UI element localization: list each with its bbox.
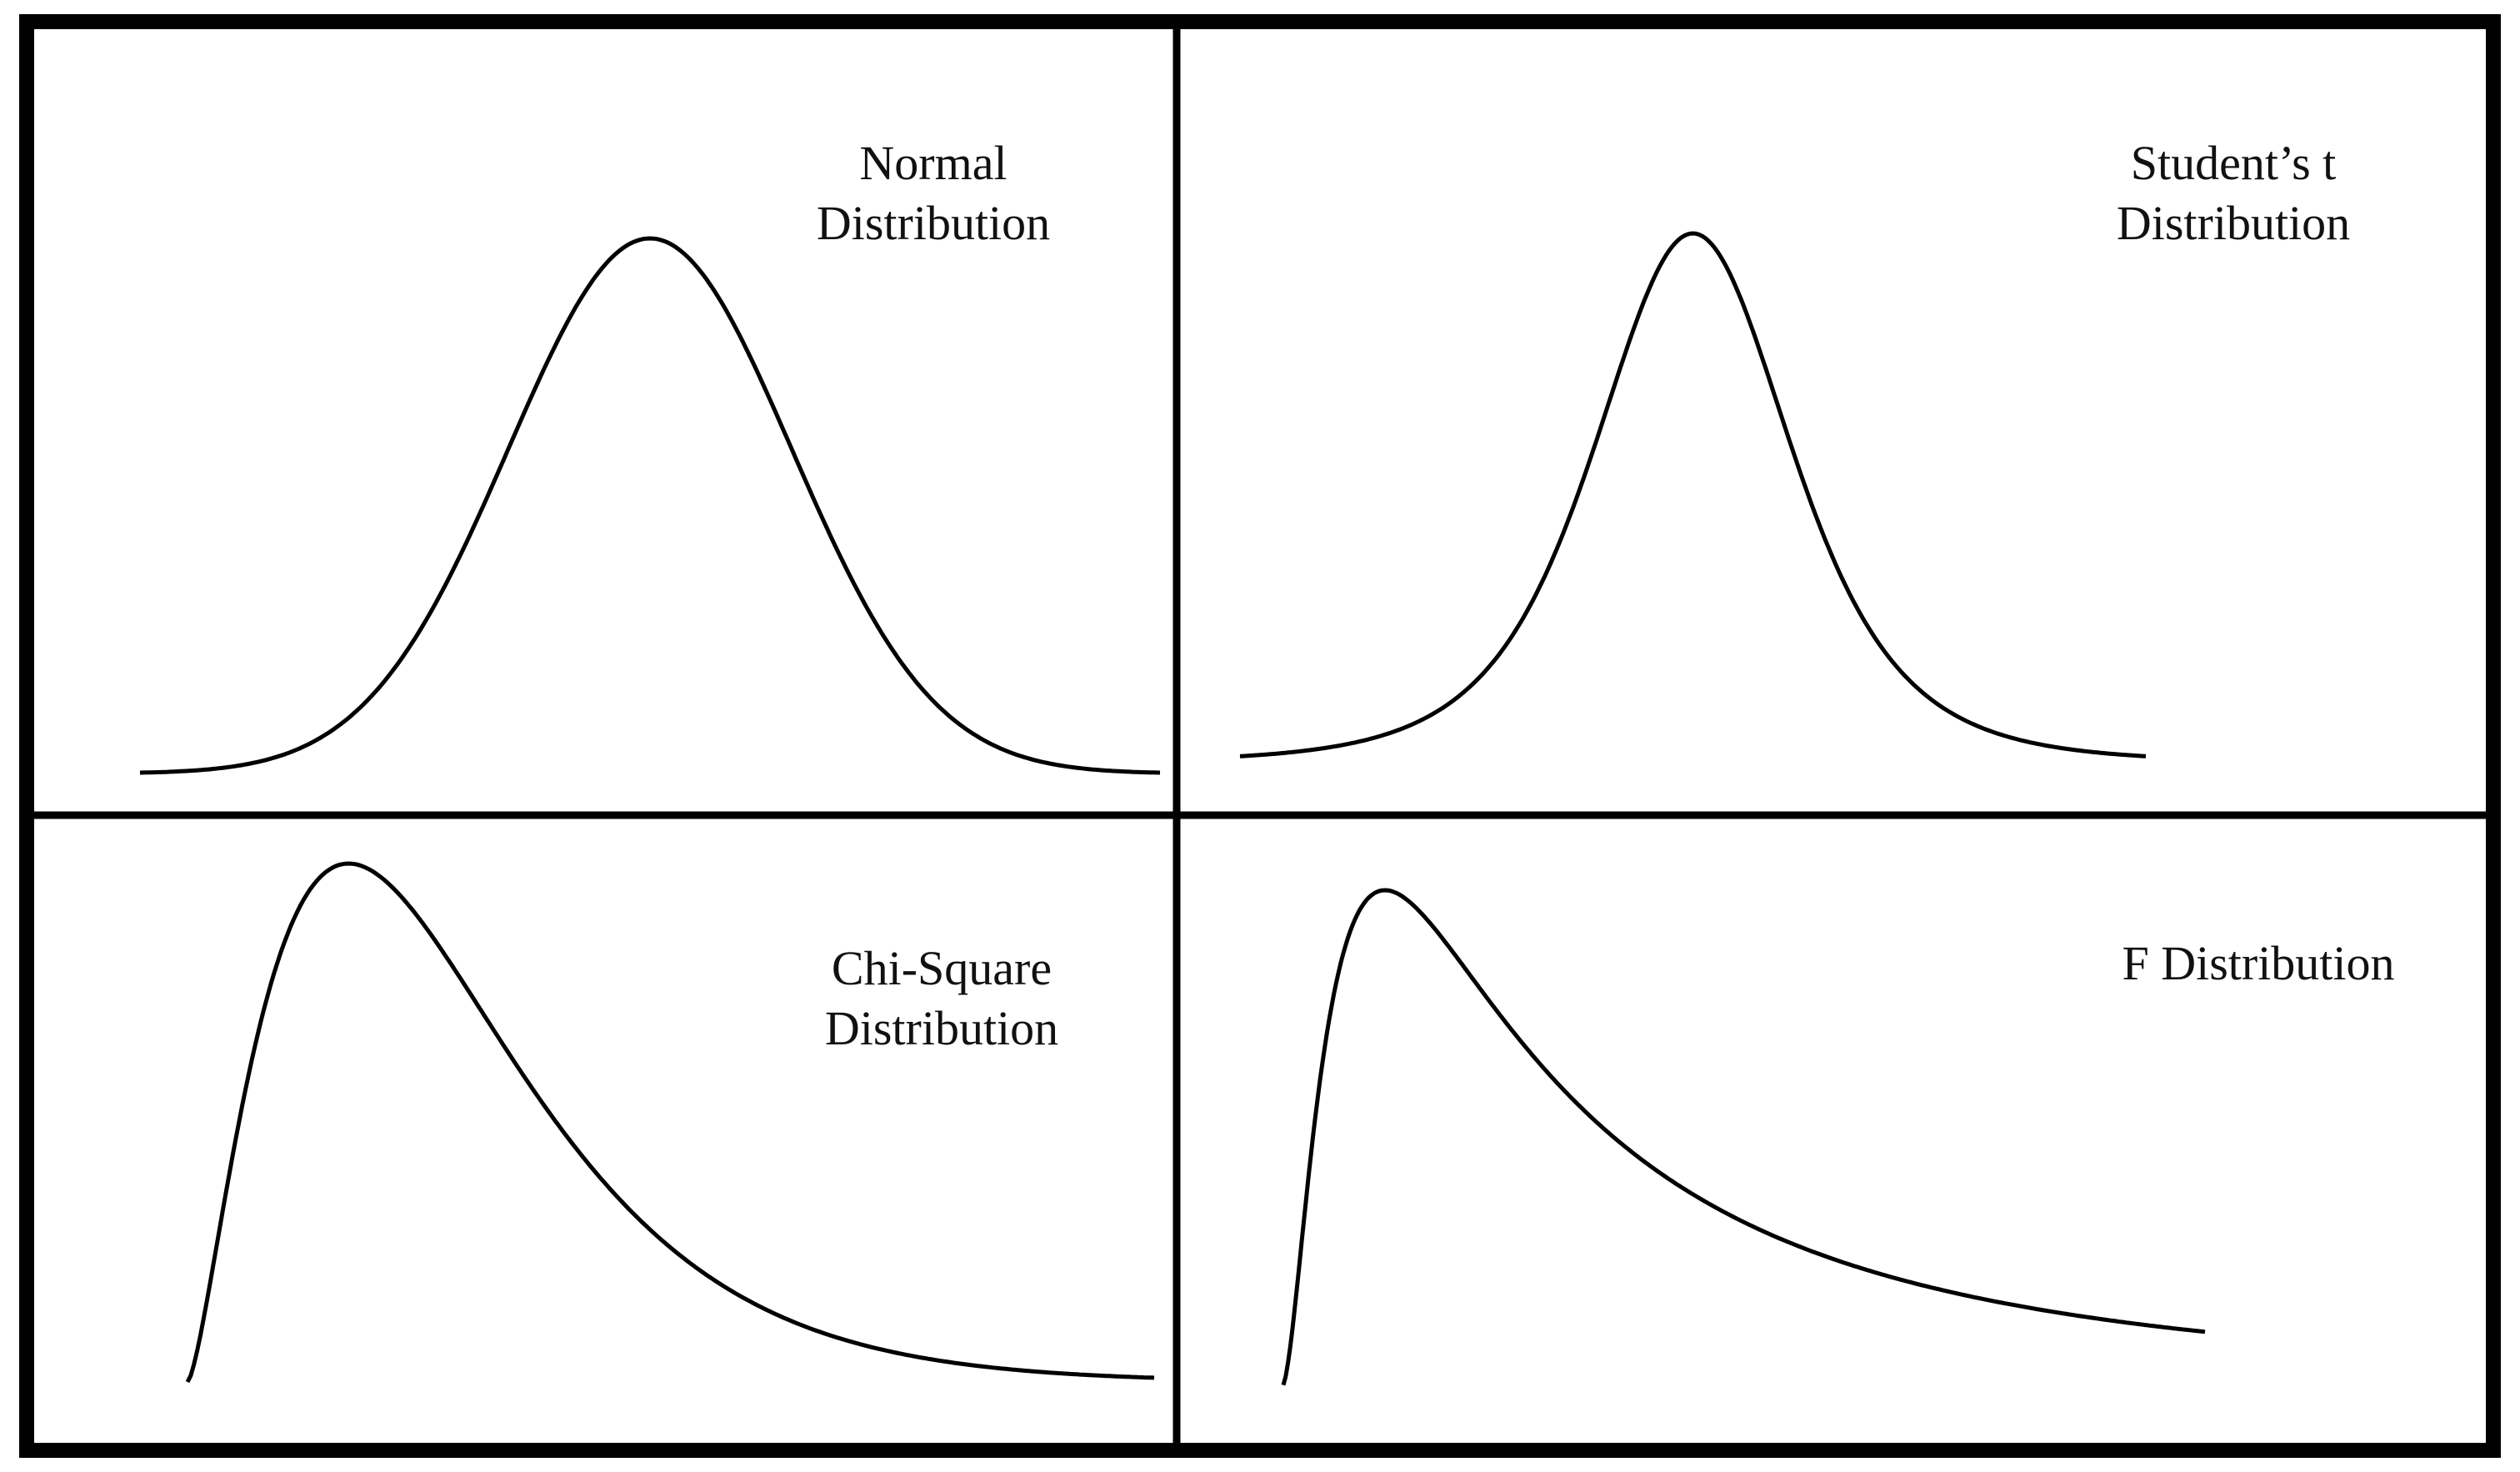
chi-square-distribution-curve <box>185 861 1155 1384</box>
f-distribution-label: F Distribution <box>2122 936 2395 990</box>
chi-square-distribution-label: Chi-Square Distribution <box>824 941 1059 1055</box>
f-distribution-curve <box>1281 888 2206 1386</box>
outer-frame <box>19 14 2501 1458</box>
normal-distribution-curve <box>139 236 1161 775</box>
normal-distribution-label: Normal Distribution <box>816 136 1051 250</box>
student-t-distribution-curve <box>1239 231 2147 759</box>
student-t-distribution-label: Student’s t Distribution <box>2116 136 2351 250</box>
